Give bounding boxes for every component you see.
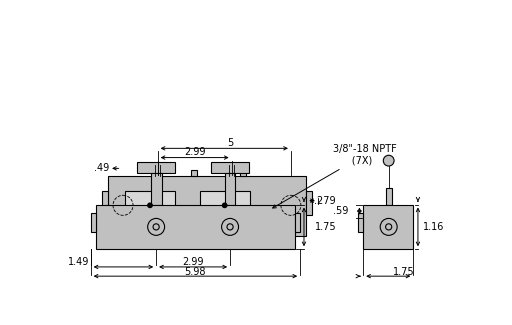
Bar (358, 213, 364, 231)
Bar (200, 191, 250, 219)
Text: .59: .59 (333, 206, 349, 216)
Bar (151, 173, 161, 204)
Circle shape (383, 155, 394, 166)
Bar (295, 213, 300, 231)
Text: 5: 5 (227, 138, 233, 148)
Bar (191, 170, 197, 176)
Bar (137, 162, 176, 173)
Text: 1.75: 1.75 (393, 266, 415, 277)
Text: 2.99: 2.99 (182, 257, 204, 267)
Bar (364, 204, 413, 249)
Bar (306, 191, 312, 214)
Circle shape (222, 203, 227, 208)
Bar (108, 176, 306, 236)
Bar (240, 170, 246, 176)
Text: 2.99: 2.99 (184, 147, 205, 157)
Bar (91, 213, 96, 231)
Bar (211, 162, 249, 173)
Bar (256, 236, 270, 242)
Circle shape (147, 203, 152, 208)
Bar (210, 236, 224, 242)
Text: 1.16: 1.16 (422, 222, 444, 232)
Bar (125, 191, 176, 219)
Text: 1.49: 1.49 (68, 257, 89, 267)
Bar (386, 188, 392, 204)
Bar (225, 173, 236, 204)
Text: 3/8"-18 NPTF
      (7X): 3/8"-18 NPTF (7X) (273, 144, 397, 208)
Text: 1.75: 1.75 (315, 222, 336, 232)
Bar (96, 204, 295, 249)
Bar (138, 236, 152, 242)
Text: .279: .279 (313, 196, 335, 206)
Bar (102, 191, 108, 214)
Text: .49: .49 (94, 163, 109, 173)
Text: 5.98: 5.98 (185, 266, 206, 277)
